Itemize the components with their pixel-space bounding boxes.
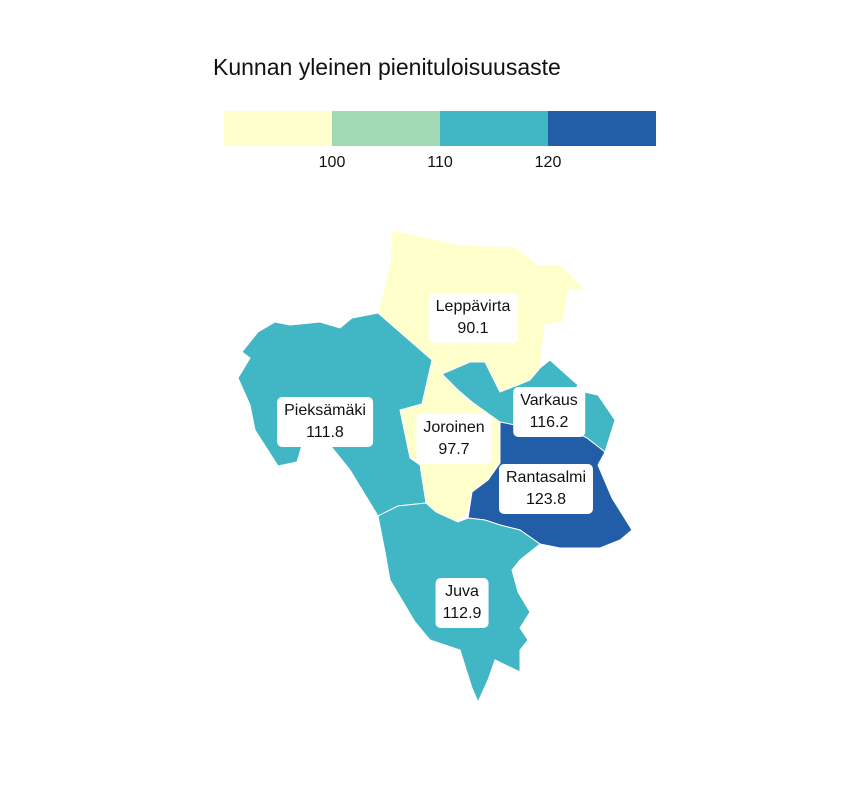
region-value: 116.2 — [529, 414, 569, 431]
region-label-juva: Juva 112.9 — [435, 578, 489, 628]
region-value: 112.9 — [442, 605, 482, 622]
region-label-pieksamaki: Pieksämäki 111.8 — [277, 397, 373, 447]
region-name: Rantasalmi — [505, 469, 587, 486]
region-label-rantasalmi: Rantasalmi 123.8 — [498, 464, 594, 514]
region-value: 90.1 — [457, 320, 489, 337]
region-label-leppavirta: Leppävirta 90.1 — [428, 293, 518, 343]
region-name: Pieksämäki — [284, 402, 366, 419]
region-name: Joroinen — [423, 419, 485, 436]
region-value: 97.7 — [438, 441, 470, 458]
map-title: Kunnan yleinen pienituloisuusaste — [213, 54, 561, 80]
legend-tick-100: 100 — [318, 154, 346, 171]
legend-tick-110: 110 — [427, 154, 453, 171]
region-value: 123.8 — [525, 491, 567, 508]
region-value: 111.8 — [306, 424, 344, 441]
region-label-varkaus: Varkaus 116.2 — [513, 387, 585, 437]
legend-swatch-1 — [224, 111, 332, 146]
legend-tick-120: 120 — [534, 154, 562, 171]
region-name: Leppävirta — [435, 298, 511, 315]
legend-swatch-2 — [332, 111, 440, 146]
legend-color-bar — [224, 111, 656, 146]
region-label-joroinen: Joroinen 97.7 — [416, 414, 492, 464]
region-name: Juva — [445, 583, 479, 600]
legend-swatch-3 — [440, 111, 548, 146]
region-name: Varkaus — [520, 392, 578, 409]
legend-swatch-4 — [548, 111, 656, 146]
